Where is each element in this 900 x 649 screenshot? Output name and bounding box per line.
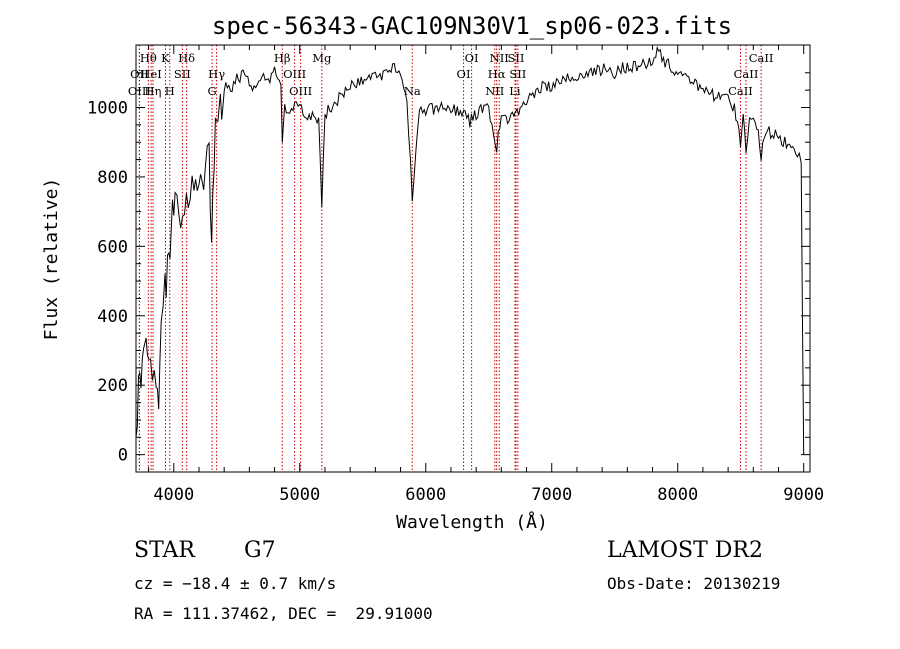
line-label: CaII: [749, 51, 774, 65]
line-label: OI: [465, 51, 479, 65]
line-label: CaII: [728, 84, 753, 98]
line-label: NII: [490, 51, 509, 65]
line-label: HeI: [140, 67, 161, 81]
line-label: Mg: [312, 51, 332, 65]
line-markers: [138, 45, 762, 472]
line-label: H: [165, 84, 175, 98]
x-tick-label: 7000: [531, 485, 572, 505]
spectral-subclass: G7: [244, 538, 276, 563]
y-axis: 0 200 400 600 800 1000: [87, 72, 810, 466]
line-label: OII: [130, 67, 149, 81]
line-label: Li: [509, 84, 521, 98]
line-label: NII: [485, 84, 504, 98]
y-tick-label: 800: [97, 168, 128, 188]
line-label: OIII: [128, 84, 151, 98]
line-label: OIII: [283, 67, 306, 81]
x-axis-label: Wavelength (Å): [396, 511, 548, 533]
line-label: Hα: [488, 67, 506, 81]
object-class: STAR: [134, 538, 195, 563]
line-label: Na: [404, 84, 421, 98]
line-label: SII: [174, 67, 191, 81]
line-label: Hβ: [274, 51, 291, 65]
y-tick-label: 0: [118, 446, 128, 466]
survey-name: LAMOST DR2: [607, 538, 763, 563]
plot-frame: [135, 44, 811, 473]
line-label: Hθ: [140, 51, 157, 65]
redshift-velocity: cz = −18.4 ± 0.7 km/s: [134, 574, 337, 593]
x-tick-label: 4000: [153, 485, 194, 505]
spectrum-line: [135, 45, 805, 455]
line-label: Hδ: [178, 51, 195, 65]
line-label: SII: [509, 67, 526, 81]
observation-date: Obs-Date: 20130219: [607, 574, 781, 593]
x-tick-label: 5000: [279, 485, 320, 505]
x-tick-label: 8000: [657, 485, 698, 505]
line-label: CaII: [734, 67, 759, 81]
line-label: Hγ: [208, 67, 225, 81]
y-tick-label: 200: [97, 376, 128, 396]
coordinates: RA = 111.37462, DEC = 29.91000: [134, 604, 433, 623]
line-labels: OII OIII Hθ HeI Hη K SII H Hδ Hγ G Hβ OIII OIII Mg Na OI…: [128, 51, 774, 98]
y-tick-label: 600: [97, 237, 128, 257]
y-tick-label: 1000: [87, 98, 128, 118]
line-label: SII: [507, 51, 524, 65]
x-tick-label: 6000: [405, 485, 446, 505]
y-tick-label: 400: [97, 307, 128, 327]
chart-title: spec-56343-GAC109N30V1_sp06-023.fits: [212, 12, 732, 40]
x-axis: 4000 5000 6000 7000 8000 9000: [148, 45, 824, 505]
y-axis-label: Flux (relative): [41, 178, 62, 341]
line-label: OIII: [289, 84, 312, 98]
line-label: OI: [457, 67, 471, 81]
line-label: K: [161, 51, 170, 65]
line-label: G: [207, 84, 216, 98]
line-label: Hη: [145, 84, 162, 98]
x-tick-label: 9000: [783, 485, 824, 505]
